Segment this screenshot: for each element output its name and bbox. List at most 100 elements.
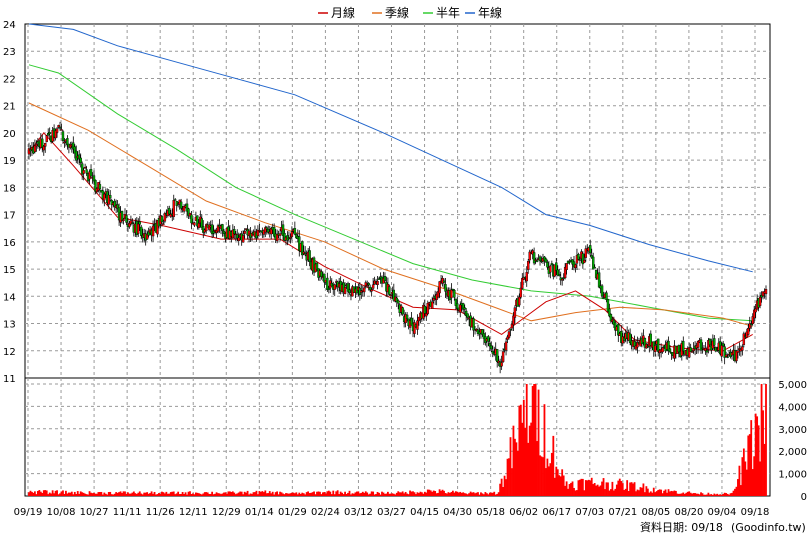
- candle-body: [426, 303, 429, 314]
- candle-body: [41, 138, 44, 148]
- volume-bar: [596, 484, 599, 496]
- candle-body: [600, 285, 604, 297]
- candle-body: [643, 338, 647, 348]
- candle-body: [677, 345, 681, 353]
- volume-bar: [723, 492, 726, 496]
- volume-bar: [685, 492, 688, 496]
- candle-body: [172, 200, 175, 217]
- candle-body: [395, 297, 398, 303]
- volume-bar: [506, 458, 509, 496]
- volume-bar: [747, 435, 750, 496]
- candle-body: [80, 163, 84, 175]
- volume-bar: [737, 479, 739, 496]
- candle-body: [568, 261, 571, 263]
- candle-body: [83, 166, 87, 169]
- volume-bar: [633, 482, 636, 496]
- candle-body: [308, 250, 311, 262]
- date-tick-label: 12/11: [179, 507, 208, 518]
- candle-body: [423, 305, 427, 314]
- candle-body: [196, 215, 199, 227]
- volume-bar: [550, 452, 553, 496]
- volume-bar: [274, 492, 277, 496]
- candle-body: [736, 350, 740, 353]
- volume-bar: [100, 491, 103, 496]
- volume-bar: [669, 491, 671, 496]
- volume-bar: [259, 491, 262, 496]
- candle-body: [609, 313, 613, 322]
- volume-bar: [109, 491, 112, 496]
- candle-body: [563, 266, 567, 279]
- candle-body: [687, 347, 691, 358]
- volume-bar: [62, 490, 64, 496]
- volume-bar: [481, 493, 484, 496]
- candle-body: [741, 346, 744, 351]
- volume-bar: [236, 493, 239, 496]
- candle-body: [550, 263, 554, 266]
- candle-body: [73, 146, 76, 154]
- candle-body: [301, 241, 304, 256]
- volume-bar: [379, 494, 382, 496]
- candle-body: [320, 271, 323, 277]
- candle-body: [401, 307, 404, 315]
- date-tick-label: 12/29: [212, 507, 241, 518]
- volume-bar: [420, 492, 423, 496]
- volume-bar: [406, 493, 409, 496]
- candle-body: [544, 258, 548, 263]
- candle-body: [636, 342, 639, 348]
- volume-bar: [384, 493, 386, 496]
- volume-bar: [451, 490, 454, 496]
- candle-body: [534, 259, 537, 261]
- volume-bar: [756, 416, 759, 496]
- candle-body: [383, 276, 387, 282]
- volume-bar: [131, 492, 134, 496]
- volume-bar: [78, 493, 81, 496]
- volume-bar: [530, 422, 533, 496]
- candle-body: [187, 208, 190, 216]
- volume-tick-label: 2,000: [778, 447, 807, 458]
- volume-bar: [581, 478, 584, 496]
- volume-bar: [680, 493, 683, 496]
- volume-bar: [728, 494, 730, 496]
- volume-bar: [265, 493, 268, 496]
- candle-body: [462, 303, 465, 310]
- volume-bar: [42, 490, 45, 496]
- date-tick-label: 04/30: [443, 507, 472, 518]
- candle-body: [147, 231, 150, 236]
- volume-bar: [31, 491, 33, 496]
- candle-body: [521, 277, 524, 289]
- legend-label: 月線: [331, 5, 355, 20]
- volume-bar: [547, 466, 550, 496]
- candle-body: [707, 340, 710, 350]
- candle-body: [360, 290, 363, 293]
- candle-body: [330, 282, 333, 287]
- volume-bar: [38, 490, 41, 496]
- candle-body: [163, 213, 167, 222]
- volume-bar: [175, 493, 178, 496]
- date-tick-label: 09/04: [708, 507, 737, 518]
- volume-bar: [663, 490, 665, 496]
- volume-bar: [72, 494, 75, 496]
- candle-body: [742, 333, 746, 345]
- volume-bar: [398, 492, 401, 496]
- candle-body: [565, 263, 568, 270]
- volume-bar: [435, 493, 438, 496]
- candle-body: [425, 313, 428, 317]
- candle-body: [290, 231, 294, 237]
- volume-bar: [440, 490, 442, 496]
- volume-bar: [610, 489, 612, 496]
- date-tick-label: 09/18: [741, 507, 770, 518]
- volume-bar: [217, 493, 219, 496]
- candle-body: [78, 154, 81, 160]
- volume-bar: [94, 493, 97, 496]
- volume-plot-area: [24, 377, 771, 497]
- candle-body: [85, 169, 88, 174]
- volume-bar: [602, 478, 605, 496]
- candle-body: [283, 232, 286, 241]
- volume-bar: [39, 491, 42, 496]
- volume-bar: [231, 491, 234, 496]
- volume-bar: [93, 492, 95, 496]
- candle-body: [593, 266, 596, 269]
- candle-body: [661, 347, 664, 353]
- candle-body: [538, 256, 542, 262]
- volume-bar: [521, 422, 524, 496]
